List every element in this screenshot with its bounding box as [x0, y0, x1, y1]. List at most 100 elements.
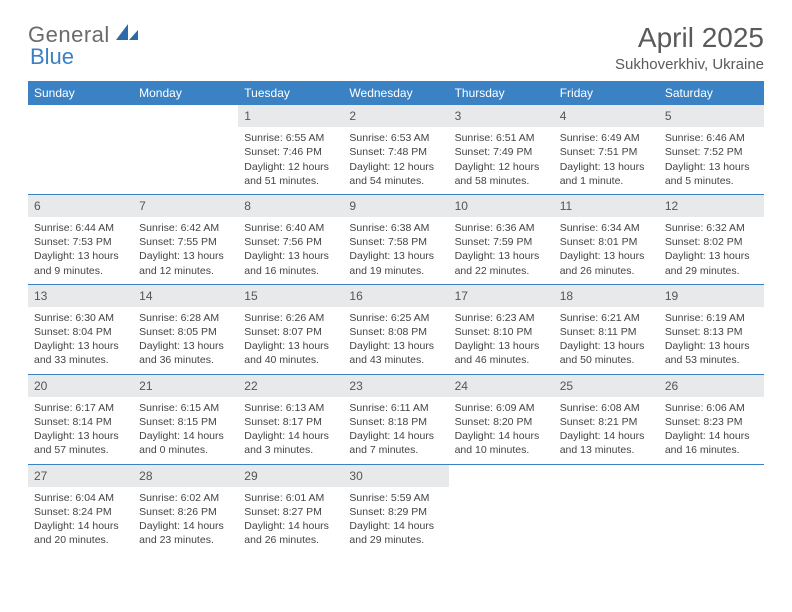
daylight-text: Daylight: 14 hours and 0 minutes. [139, 429, 232, 457]
daylight-text: Daylight: 13 hours and 22 minutes. [455, 249, 548, 277]
day-body: Sunrise: 6:38 AMSunset: 7:58 PMDaylight:… [343, 217, 448, 284]
day-cell: 6Sunrise: 6:44 AMSunset: 7:53 PMDaylight… [28, 195, 133, 284]
day-cell: 19Sunrise: 6:19 AMSunset: 8:13 PMDayligh… [659, 285, 764, 374]
sunset-text: Sunset: 7:59 PM [455, 235, 548, 249]
day-body: Sunrise: 6:55 AMSunset: 7:46 PMDaylight:… [238, 127, 343, 194]
day-number: 2 [343, 105, 448, 127]
location-label: Sukhoverkhiv, Ukraine [615, 56, 764, 73]
calendar-grid: Sunday Monday Tuesday Wednesday Thursday… [28, 81, 764, 553]
day-body: Sunrise: 6:08 AMSunset: 8:21 PMDaylight:… [554, 397, 659, 464]
day-body: Sunrise: 5:59 AMSunset: 8:29 PMDaylight:… [343, 487, 448, 554]
sunset-text: Sunset: 7:48 PM [349, 145, 442, 159]
daylight-text: Daylight: 13 hours and 53 minutes. [665, 339, 758, 367]
sunrise-text: Sunrise: 6:02 AM [139, 491, 232, 505]
day-cell: 2Sunrise: 6:53 AMSunset: 7:48 PMDaylight… [343, 105, 448, 194]
daylight-text: Daylight: 14 hours and 16 minutes. [665, 429, 758, 457]
sunrise-text: Sunrise: 6:42 AM [139, 221, 232, 235]
sunset-text: Sunset: 8:21 PM [560, 415, 653, 429]
day-body: Sunrise: 6:42 AMSunset: 7:55 PMDaylight:… [133, 217, 238, 284]
daylight-text: Daylight: 13 hours and 29 minutes. [665, 249, 758, 277]
daylight-text: Daylight: 13 hours and 57 minutes. [34, 429, 127, 457]
day-body: Sunrise: 6:30 AMSunset: 8:04 PMDaylight:… [28, 307, 133, 374]
sunrise-text: Sunrise: 6:17 AM [34, 401, 127, 415]
sunrise-text: Sunrise: 6:38 AM [349, 221, 442, 235]
sunset-text: Sunset: 8:11 PM [560, 325, 653, 339]
day-number [133, 105, 238, 111]
week-row: 20Sunrise: 6:17 AMSunset: 8:14 PMDayligh… [28, 375, 764, 465]
daylight-text: Daylight: 12 hours and 58 minutes. [455, 160, 548, 188]
sunrise-text: Sunrise: 6:30 AM [34, 311, 127, 325]
sunrise-text: Sunrise: 6:51 AM [455, 131, 548, 145]
day-number: 7 [133, 195, 238, 217]
sunrise-text: Sunrise: 6:04 AM [34, 491, 127, 505]
day-number: 8 [238, 195, 343, 217]
sunset-text: Sunset: 8:17 PM [244, 415, 337, 429]
day-header: Friday [554, 81, 659, 105]
day-body: Sunrise: 6:26 AMSunset: 8:07 PMDaylight:… [238, 307, 343, 374]
sunset-text: Sunset: 7:58 PM [349, 235, 442, 249]
sunrise-text: Sunrise: 6:21 AM [560, 311, 653, 325]
day-body: Sunrise: 6:21 AMSunset: 8:11 PMDaylight:… [554, 307, 659, 374]
day-body: Sunrise: 6:28 AMSunset: 8:05 PMDaylight:… [133, 307, 238, 374]
day-body: Sunrise: 6:13 AMSunset: 8:17 PMDaylight:… [238, 397, 343, 464]
day-cell [28, 105, 133, 194]
sunset-text: Sunset: 7:51 PM [560, 145, 653, 159]
sunset-text: Sunset: 7:46 PM [244, 145, 337, 159]
sunset-text: Sunset: 7:52 PM [665, 145, 758, 159]
day-number [659, 465, 764, 471]
day-number: 20 [28, 375, 133, 397]
logo-text-blue: Blue [30, 44, 74, 70]
daylight-text: Daylight: 14 hours and 3 minutes. [244, 429, 337, 457]
day-number: 18 [554, 285, 659, 307]
day-body: Sunrise: 6:17 AMSunset: 8:14 PMDaylight:… [28, 397, 133, 464]
daylight-text: Daylight: 13 hours and 9 minutes. [34, 249, 127, 277]
sunrise-text: Sunrise: 6:44 AM [34, 221, 127, 235]
sunrise-text: Sunrise: 6:53 AM [349, 131, 442, 145]
sunrise-text: Sunrise: 6:36 AM [455, 221, 548, 235]
sunrise-text: Sunrise: 6:09 AM [455, 401, 548, 415]
calendar-page: General April 2025 Sukhoverkhiv, Ukraine… [0, 0, 792, 575]
day-body: Sunrise: 6:46 AMSunset: 7:52 PMDaylight:… [659, 127, 764, 194]
sunset-text: Sunset: 7:49 PM [455, 145, 548, 159]
day-body: Sunrise: 6:02 AMSunset: 8:26 PMDaylight:… [133, 487, 238, 554]
day-body: Sunrise: 6:44 AMSunset: 7:53 PMDaylight:… [28, 217, 133, 284]
daylight-text: Daylight: 13 hours and 43 minutes. [349, 339, 442, 367]
day-header: Wednesday [343, 81, 448, 105]
day-number: 29 [238, 465, 343, 487]
day-header: Tuesday [238, 81, 343, 105]
day-cell: 30Sunrise: 5:59 AMSunset: 8:29 PMDayligh… [343, 465, 448, 554]
day-cell: 18Sunrise: 6:21 AMSunset: 8:11 PMDayligh… [554, 285, 659, 374]
day-cell: 29Sunrise: 6:01 AMSunset: 8:27 PMDayligh… [238, 465, 343, 554]
day-body: Sunrise: 6:51 AMSunset: 7:49 PMDaylight:… [449, 127, 554, 194]
sunset-text: Sunset: 7:55 PM [139, 235, 232, 249]
daylight-text: Daylight: 14 hours and 7 minutes. [349, 429, 442, 457]
day-cell: 17Sunrise: 6:23 AMSunset: 8:10 PMDayligh… [449, 285, 554, 374]
day-cell: 1Sunrise: 6:55 AMSunset: 7:46 PMDaylight… [238, 105, 343, 194]
sunset-text: Sunset: 8:14 PM [34, 415, 127, 429]
sunrise-text: Sunrise: 6:26 AM [244, 311, 337, 325]
day-body: Sunrise: 6:09 AMSunset: 8:20 PMDaylight:… [449, 397, 554, 464]
sunrise-text: Sunrise: 6:11 AM [349, 401, 442, 415]
day-cell: 21Sunrise: 6:15 AMSunset: 8:15 PMDayligh… [133, 375, 238, 464]
day-number: 4 [554, 105, 659, 127]
day-number: 17 [449, 285, 554, 307]
sunset-text: Sunset: 7:53 PM [34, 235, 127, 249]
sunrise-text: Sunrise: 6:15 AM [139, 401, 232, 415]
sunset-text: Sunset: 8:08 PM [349, 325, 442, 339]
day-cell: 24Sunrise: 6:09 AMSunset: 8:20 PMDayligh… [449, 375, 554, 464]
day-number: 19 [659, 285, 764, 307]
day-cell: 25Sunrise: 6:08 AMSunset: 8:21 PMDayligh… [554, 375, 659, 464]
day-number: 30 [343, 465, 448, 487]
day-cell: 8Sunrise: 6:40 AMSunset: 7:56 PMDaylight… [238, 195, 343, 284]
day-number [554, 465, 659, 471]
sunrise-text: Sunrise: 6:25 AM [349, 311, 442, 325]
day-header: Saturday [659, 81, 764, 105]
week-row: 13Sunrise: 6:30 AMSunset: 8:04 PMDayligh… [28, 285, 764, 375]
daylight-text: Daylight: 13 hours and 26 minutes. [560, 249, 653, 277]
day-cell: 27Sunrise: 6:04 AMSunset: 8:24 PMDayligh… [28, 465, 133, 554]
sunrise-text: Sunrise: 6:28 AM [139, 311, 232, 325]
daylight-text: Daylight: 13 hours and 46 minutes. [455, 339, 548, 367]
day-number: 5 [659, 105, 764, 127]
day-number: 27 [28, 465, 133, 487]
day-number: 16 [343, 285, 448, 307]
